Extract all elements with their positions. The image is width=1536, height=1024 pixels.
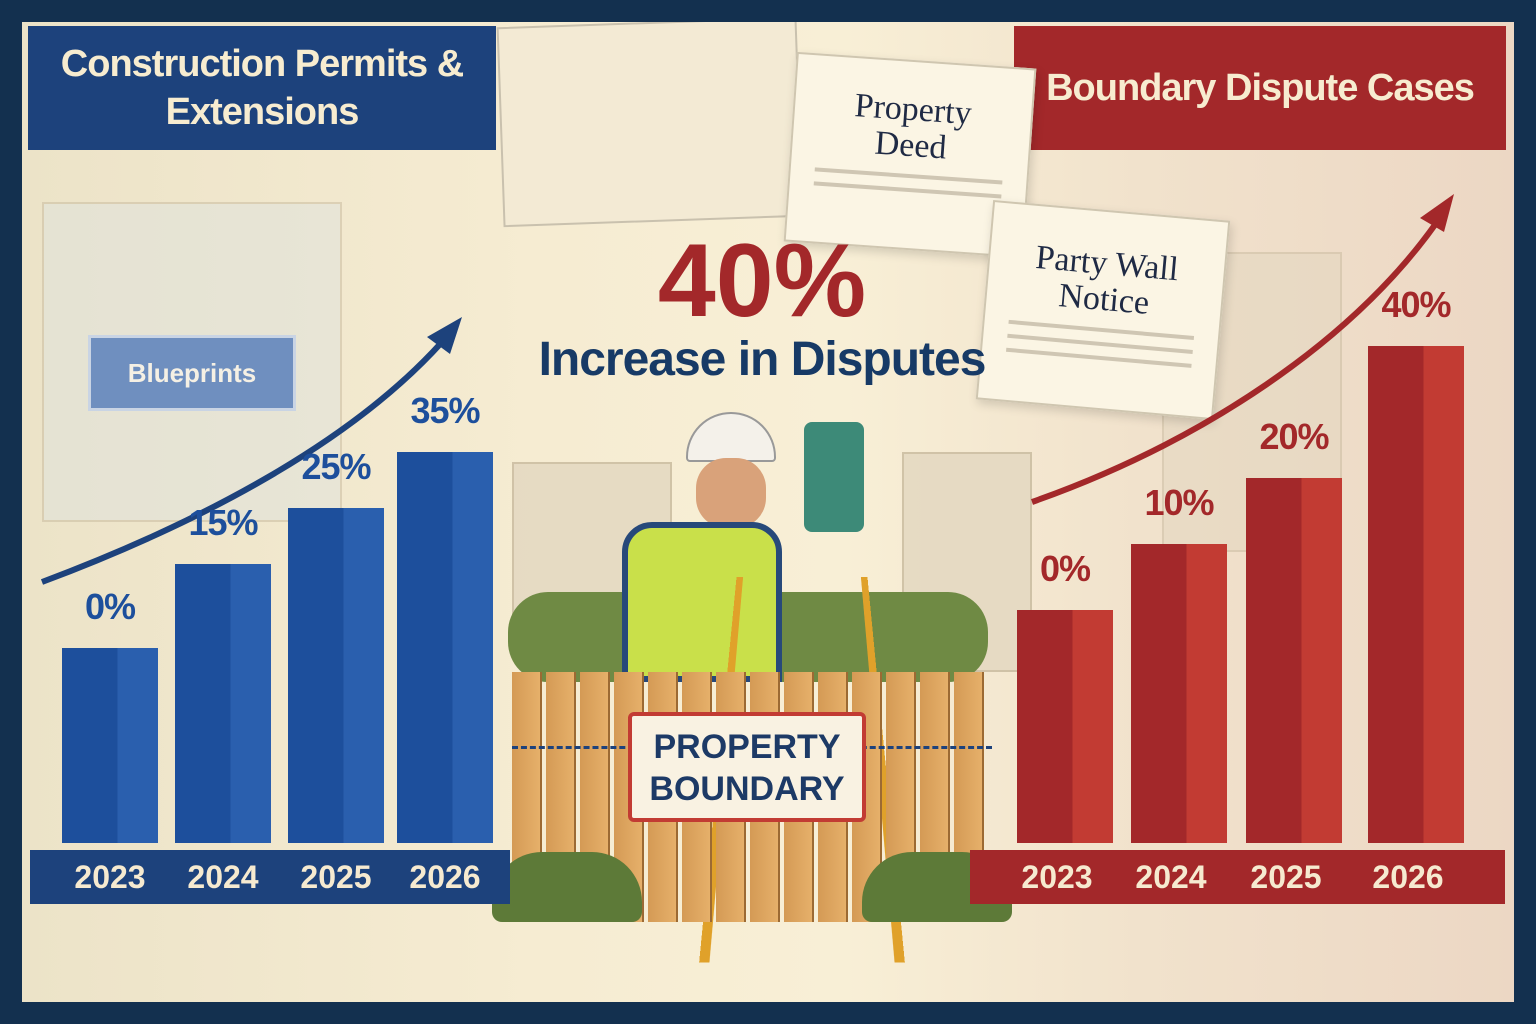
bar-2025: [1246, 478, 1342, 843]
arrow-head-red: [1420, 194, 1454, 232]
bar-2024: [1131, 544, 1227, 843]
data-label: 10%: [1144, 482, 1214, 523]
data-label: 0%: [1039, 548, 1091, 589]
headline-text: Increase in Disputes: [538, 333, 987, 386]
chart-title-permits: Construction Permits & Extensions: [28, 26, 496, 150]
x-tick-label: 2026: [1372, 858, 1444, 895]
property-boundary-sign: PROPERTY BOUNDARY: [628, 712, 866, 822]
bar-2026: [397, 452, 493, 843]
bar-2025: [288, 508, 384, 843]
bar-2023: [1017, 610, 1113, 843]
headline-value: 40%: [657, 223, 867, 339]
title-text: Boundary Dispute Cases: [1046, 67, 1475, 109]
x-tick-label: 2023: [1021, 858, 1093, 895]
chart-permits: 0% 15% 25% 35%: [22, 22, 522, 843]
arrow-head-blue: [427, 317, 462, 354]
x-tick-label: 2025: [1250, 858, 1322, 895]
data-label: 35%: [410, 390, 480, 431]
x-tick-label: 2026: [409, 858, 481, 895]
blueprints-label: Blueprints: [127, 357, 257, 388]
title-text: Construction Permits & Extensions: [60, 43, 464, 133]
trend-arrow-blue: [40, 339, 445, 585]
x-axis-permits: 2023 2024 2025 2026: [30, 850, 510, 904]
infographic-panel: Blueprints Construction Permits & Extens…: [22, 22, 1514, 1002]
chart-title-disputes: Boundary Dispute Cases: [1014, 26, 1506, 150]
sign-line: BOUNDARY: [649, 770, 845, 808]
bar-2023: [62, 648, 158, 843]
data-label: 20%: [1259, 416, 1329, 457]
face: [696, 458, 766, 528]
theodolite-icon: [804, 422, 864, 532]
bar-2026: [1368, 346, 1464, 843]
x-axis-disputes: 2023 2024 2025 2026: [970, 850, 1505, 904]
x-tick-label: 2024: [1135, 858, 1207, 895]
x-tick-label: 2024: [187, 858, 259, 895]
data-label: 25%: [301, 446, 371, 487]
bar-2024: [175, 564, 271, 843]
trend-arrows: [40, 194, 1454, 585]
data-label: 15%: [188, 502, 258, 543]
x-tick-label: 2023: [74, 858, 146, 895]
chart-disputes: 0% 10% 20% 40%: [972, 22, 1512, 843]
blueprints-sign: Blueprints: [88, 335, 296, 411]
data-label: 0%: [84, 586, 136, 627]
sign-line: PROPERTY: [653, 728, 841, 766]
trend-arrow-red: [1031, 220, 1440, 505]
data-label: 40%: [1381, 284, 1451, 325]
x-tick-label: 2025: [300, 858, 372, 895]
bush-left: [492, 852, 642, 922]
